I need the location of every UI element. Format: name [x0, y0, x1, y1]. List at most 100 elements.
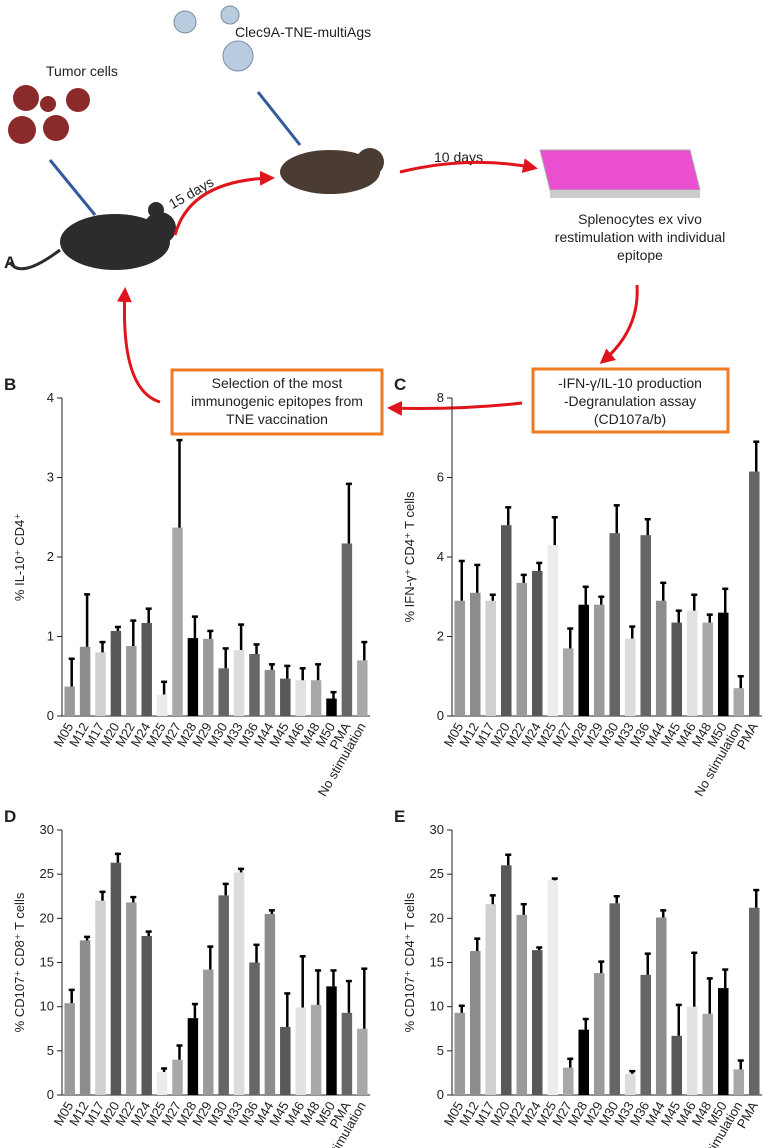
bar — [126, 902, 137, 1095]
bar — [264, 913, 276, 1095]
bar — [454, 1012, 466, 1095]
bar — [562, 648, 574, 716]
bar — [156, 1072, 168, 1095]
bar — [141, 936, 152, 1095]
bar — [95, 900, 106, 1095]
y-tick-label: 0 — [47, 708, 54, 723]
arrow — [116, 287, 161, 404]
y-tick-label: 5 — [47, 1043, 54, 1058]
syringe — [48, 159, 97, 216]
y-tick-label: 0 — [437, 708, 444, 723]
tumor-label: Tumor cells — [46, 63, 118, 79]
y-tick-label: 2 — [437, 629, 444, 644]
arrow — [599, 284, 639, 364]
bar — [578, 604, 590, 716]
bar — [516, 582, 528, 716]
bar — [485, 600, 497, 716]
bar — [671, 622, 683, 716]
bar — [280, 1026, 291, 1095]
assay-text: (CD107a/b) — [594, 411, 666, 427]
vaccine-label: Clec9A-TNE-multiAgs — [235, 24, 371, 40]
bar — [547, 545, 559, 716]
y-tick-label: 15 — [430, 955, 444, 970]
bar — [357, 1028, 368, 1095]
y-tick-label: 5 — [437, 1043, 444, 1058]
bar — [686, 610, 698, 716]
bar — [233, 872, 245, 1095]
y-tick-label: 0 — [437, 1087, 444, 1102]
bar — [531, 570, 543, 716]
bar — [110, 862, 122, 1095]
bar — [218, 668, 229, 716]
y-tick-label: 3 — [47, 470, 54, 485]
y-tick-label: 25 — [430, 866, 444, 881]
bar — [156, 694, 168, 716]
y-tick-label: 10 — [430, 999, 444, 1014]
y-tick-label: 4 — [47, 390, 54, 405]
panel-label: E — [394, 807, 405, 826]
bar — [655, 600, 667, 716]
selection-text: immunogenic epitopes from — [191, 393, 363, 409]
bar — [733, 688, 745, 716]
bar — [203, 969, 214, 1095]
arrow — [399, 158, 538, 174]
bar — [640, 974, 652, 1095]
bar — [702, 622, 714, 716]
arrow — [387, 400, 523, 416]
bar — [640, 535, 652, 716]
bar — [624, 1073, 636, 1095]
bar — [469, 592, 481, 716]
bar — [264, 669, 276, 716]
nanoparticles — [173, 5, 254, 72]
bar — [500, 865, 512, 1095]
bar — [187, 1018, 199, 1095]
plate — [539, 149, 701, 198]
bar — [593, 973, 605, 1095]
bar — [295, 1007, 306, 1095]
y-tick-label: 0 — [47, 1087, 54, 1102]
bar — [593, 604, 605, 716]
diagram: A Tumor cells 15 days Clec9A-TNE-multiAg… — [4, 5, 730, 436]
bar — [79, 646, 91, 716]
bar — [717, 612, 729, 716]
panel-label: C — [394, 375, 406, 394]
bar — [172, 1059, 183, 1095]
bar — [203, 638, 214, 716]
assay-text: -Degranulation assay — [564, 393, 696, 409]
bar — [326, 986, 337, 1095]
bar — [341, 543, 353, 716]
bar — [562, 1067, 574, 1095]
y-tick-label: 30 — [430, 822, 444, 837]
tumor-cells — [8, 85, 90, 144]
y-tick-label: 6 — [437, 470, 444, 485]
bar — [454, 600, 466, 716]
bar — [531, 950, 543, 1095]
bar — [64, 686, 75, 716]
bar — [141, 622, 152, 716]
bar — [547, 880, 559, 1095]
bar — [310, 680, 322, 716]
splenocyte-text: epitope — [617, 247, 663, 263]
bar — [671, 1035, 683, 1095]
bar — [609, 533, 621, 716]
bar — [233, 650, 245, 716]
y-tick-label: 4 — [437, 549, 444, 564]
splenocyte-text: Splenocytes ex vivo — [578, 211, 702, 227]
y-tick-label: 1 — [47, 629, 54, 644]
assay-text: -IFN-γ/IL-10 production — [558, 375, 702, 391]
bar — [717, 988, 729, 1095]
bar — [500, 525, 512, 716]
y-tick-label: 20 — [430, 910, 444, 925]
selection-text: Selection of the most — [212, 375, 343, 391]
bar — [110, 630, 122, 716]
bar — [95, 652, 106, 716]
bar — [609, 903, 621, 1095]
bar — [310, 1004, 322, 1095]
bar — [295, 680, 306, 716]
bar — [748, 471, 760, 716]
bar — [516, 914, 528, 1095]
y-axis-title: % IFN-γ⁺ CD4⁺ T cells — [402, 491, 417, 622]
y-axis-title: % CD107⁺ CD4⁺ T cells — [402, 892, 417, 1032]
y-tick-label: 25 — [40, 866, 54, 881]
bar — [485, 904, 497, 1095]
